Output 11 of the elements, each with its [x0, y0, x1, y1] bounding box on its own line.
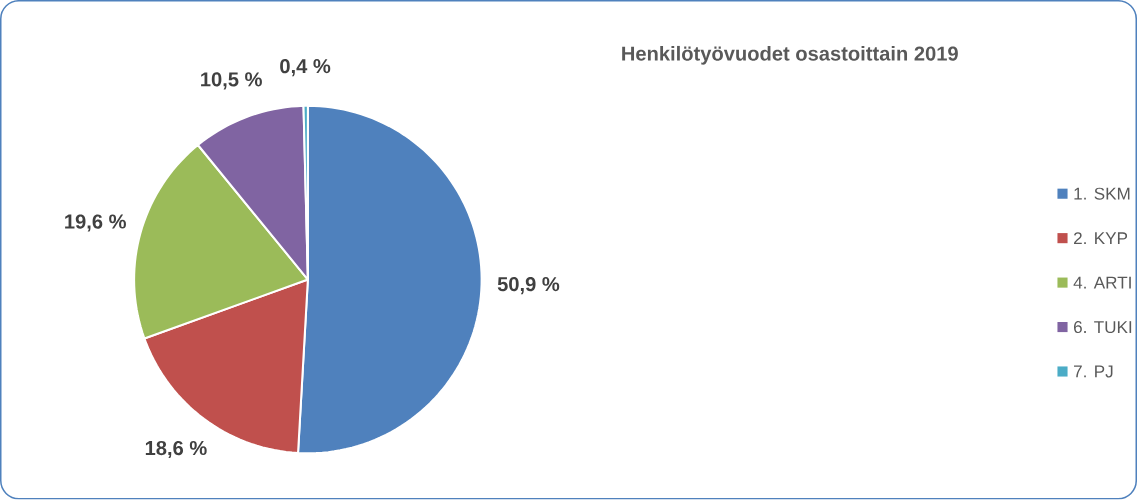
data-label: 0,4 % — [280, 59, 331, 77]
data-label: 10,5 % — [201, 72, 262, 90]
chart-title: Henkilötyövuodet osastoittain 2019 — [622, 46, 958, 65]
legend-label: 2. KYP — [1074, 232, 1128, 245]
legend-label: 4. ARTI — [1073, 276, 1131, 289]
data-label: 50,9 % — [497, 277, 560, 295]
legend-label: 6. TUKI — [1074, 321, 1132, 334]
data-label: 18,6 % — [145, 441, 207, 459]
legend-label: 1. SKM — [1074, 187, 1130, 200]
legend-label: 7. PJ — [1074, 365, 1113, 378]
data-label: 19,6 % — [65, 214, 126, 232]
